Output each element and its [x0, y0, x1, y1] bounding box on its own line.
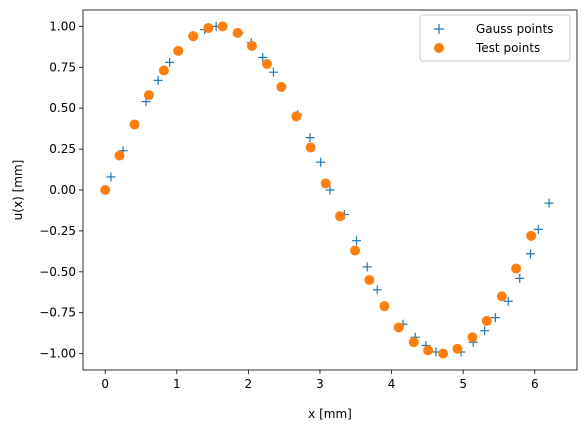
y-tick-label: 0.75 [49, 60, 76, 74]
data-point-gauss-points [362, 262, 372, 272]
data-point-test-points [246, 41, 257, 51]
data-point-test-points [320, 178, 331, 189]
data-point-test-points [481, 315, 492, 326]
x-tick-label: 0 [101, 377, 109, 391]
data-point-gauss-points [153, 75, 163, 85]
data-point-test-points [452, 343, 463, 354]
data-point-gauss-points [372, 285, 382, 295]
data-point-test-points [158, 65, 169, 76]
data-point-test-points [423, 345, 434, 356]
y-tick-label: −0.50 [39, 265, 76, 279]
data-point-test-points [467, 332, 478, 343]
y-axis: −1.00 −0.75 −0.50 −0.25 0.00 0.25 0.50 0.75 1.00 [39, 19, 83, 361]
x-tick-label: 6 [531, 377, 539, 391]
y-tick-label: −0.75 [39, 306, 76, 320]
data-point-test-points [217, 21, 228, 32]
y-tick-label: −1.00 [39, 347, 76, 361]
y-tick-label: 1.00 [49, 19, 76, 33]
x-axis: 0 1 2 3 4 5 6 [101, 370, 539, 391]
data-point-test-points [173, 45, 184, 56]
data-point-test-points [364, 275, 375, 285]
x-tick-label: 3 [316, 377, 324, 391]
data-point-test-points [143, 90, 154, 101]
legend-label-test-points: Test points [475, 41, 540, 55]
data-point-gauss-points [305, 133, 315, 143]
data-point-gauss-points [525, 249, 535, 259]
data-point-test-points [100, 185, 111, 195]
series-layer [100, 21, 554, 359]
data-point-test-points [350, 245, 361, 256]
data-point-test-points [291, 111, 302, 122]
data-point-gauss-points [533, 224, 543, 234]
x-tick-label: 1 [173, 377, 181, 391]
x-tick-label: 5 [459, 377, 467, 391]
data-point-gauss-points [106, 172, 116, 182]
data-point-test-points [114, 150, 125, 161]
data-point-gauss-points [258, 52, 268, 62]
data-point-gauss-points [325, 185, 335, 195]
data-point-test-points [408, 337, 419, 348]
data-point-test-points [129, 119, 140, 130]
x-tick-label: 2 [245, 377, 253, 391]
data-point-gauss-points [268, 67, 278, 77]
data-point-test-points [276, 81, 287, 92]
data-point-test-points [261, 59, 272, 69]
data-point-test-points [526, 230, 537, 241]
data-point-gauss-points [544, 198, 554, 208]
x-axis-label: x [mm] [308, 407, 352, 421]
data-point-gauss-points [480, 326, 490, 336]
data-point-test-points [335, 211, 346, 222]
legend: Gauss points Test points [419, 14, 571, 62]
data-point-test-points [511, 263, 522, 274]
data-point-test-points [438, 348, 449, 359]
legend-marker-gauss-points [434, 24, 444, 34]
y-tick-label: −0.25 [39, 224, 76, 238]
data-point-gauss-points [515, 273, 525, 283]
y-tick-label: 0.25 [49, 142, 76, 156]
y-tick-label: 0.50 [49, 101, 76, 115]
data-point-gauss-points [351, 236, 361, 246]
legend-label-gauss-points: Gauss points [476, 22, 553, 36]
data-point-gauss-points [503, 296, 513, 306]
data-point-gauss-points [165, 57, 175, 67]
data-point-test-points [203, 23, 214, 33]
data-point-test-points [379, 301, 390, 312]
legend-frame [419, 14, 571, 62]
data-point-gauss-points [490, 313, 500, 323]
data-point-test-points [305, 142, 316, 153]
data-point-test-points [188, 31, 199, 42]
y-axis-label: u(x) [mm] [11, 160, 25, 221]
y-tick-label: 0.00 [49, 183, 76, 197]
data-point-test-points [232, 27, 243, 38]
data-point-gauss-points [316, 157, 326, 167]
legend-marker-test-points [434, 43, 444, 53]
data-point-test-points [393, 322, 404, 333]
x-tick-label: 4 [388, 377, 396, 391]
data-point-test-points [496, 291, 507, 302]
